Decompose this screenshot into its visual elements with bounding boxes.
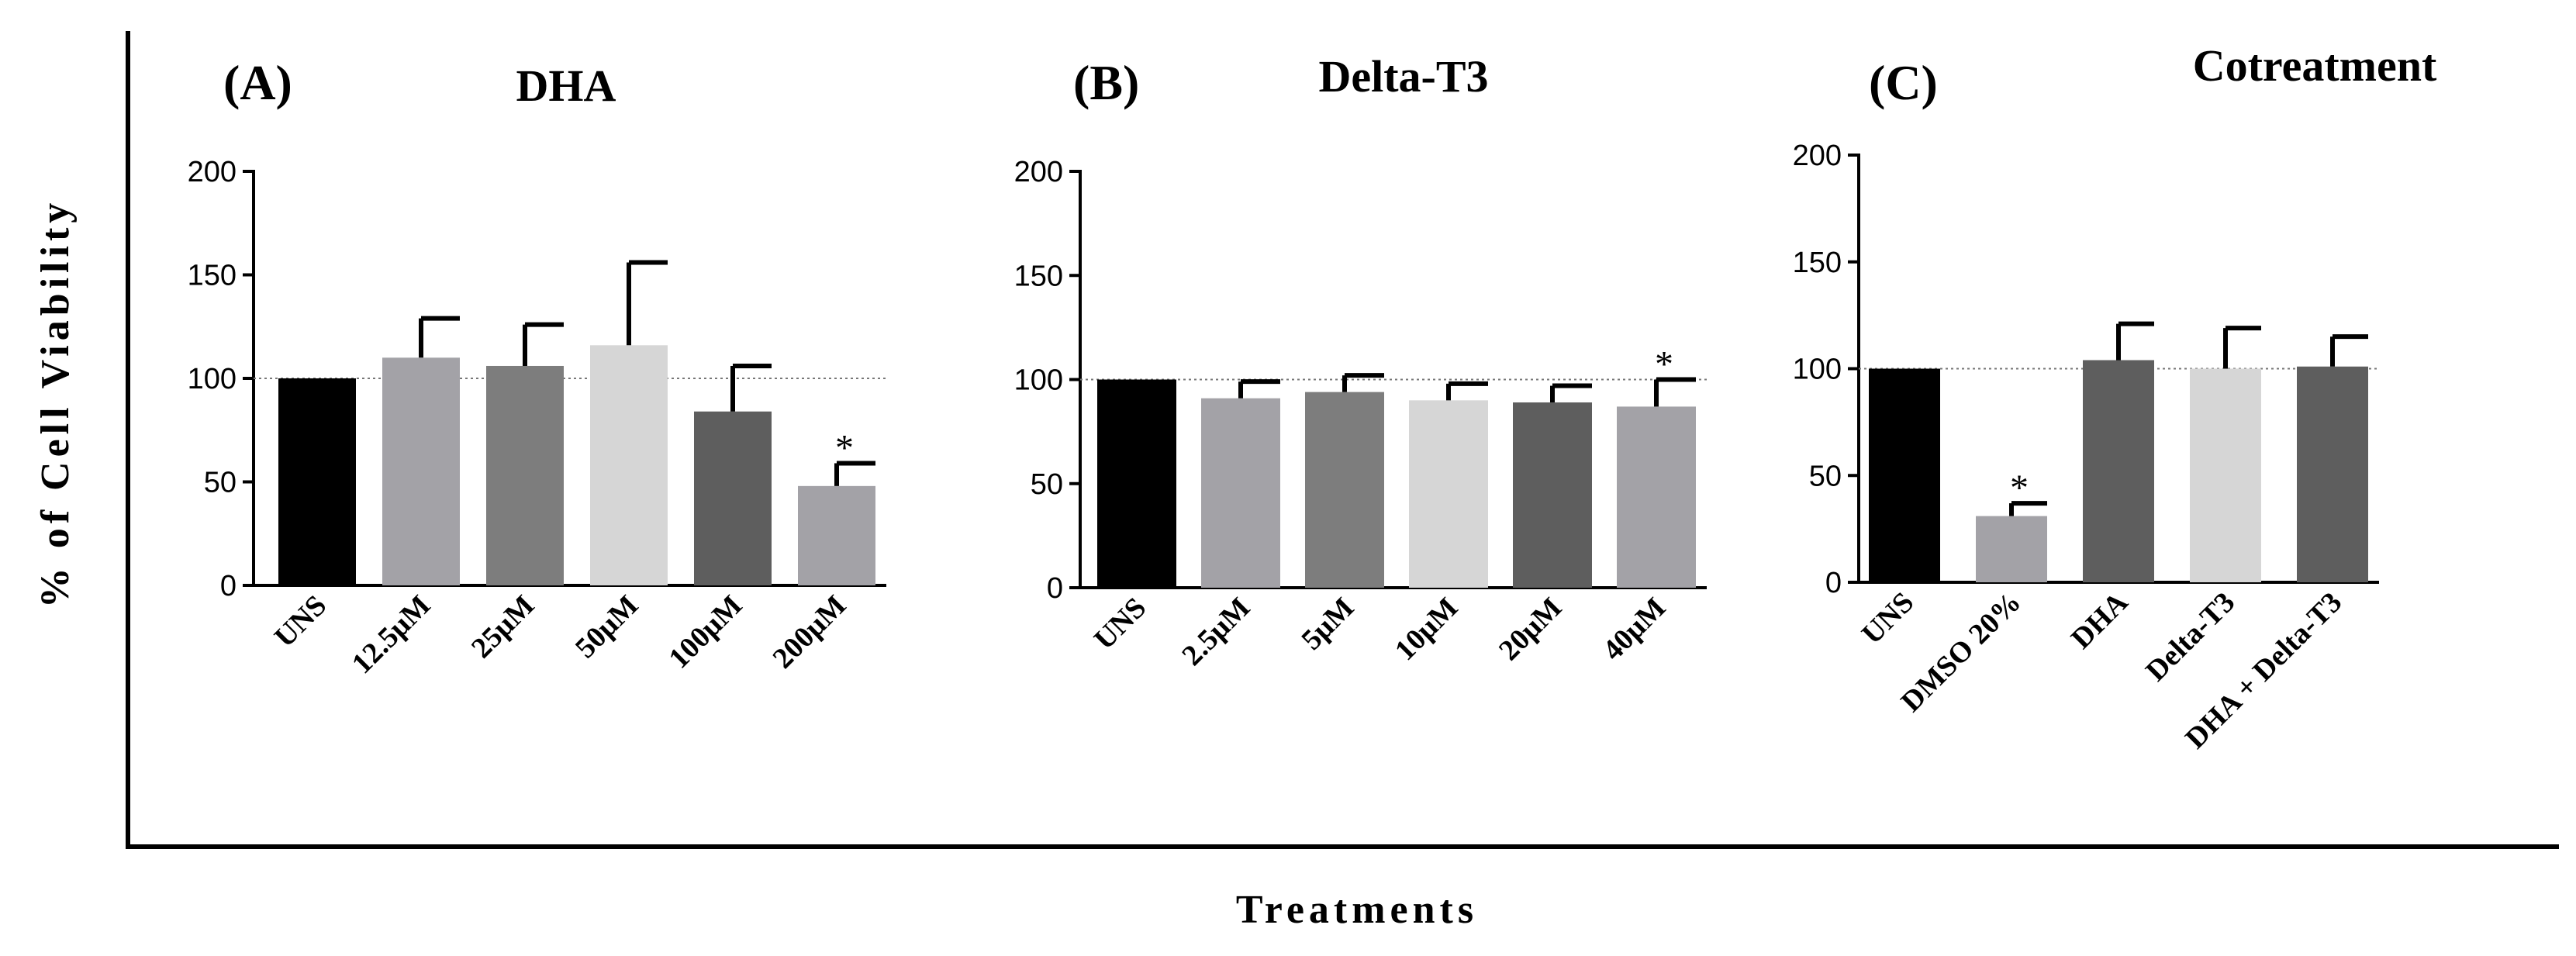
bar: [278, 378, 356, 585]
category-label: 200µM: [767, 589, 853, 675]
bar: [1201, 398, 1280, 588]
y-tick-label: 100: [188, 363, 237, 395]
y-tick-label: 150: [1014, 260, 1063, 292]
category-label: UNS: [1856, 586, 1920, 651]
y-tick-label: 200: [1014, 156, 1063, 188]
panel-title: Delta-T3: [1318, 51, 1488, 102]
category-label: 5µM: [1295, 592, 1360, 657]
y-tick-label: 150: [1793, 247, 1842, 279]
bar: [2083, 360, 2154, 582]
y-axis-title: % of Cell Viability: [33, 198, 78, 609]
panel-letter: (A): [223, 55, 292, 110]
significance-star: *: [1655, 344, 1673, 385]
y-tick-label: 50: [1809, 460, 1842, 492]
bar: [2297, 366, 2368, 582]
bar: [1409, 400, 1488, 588]
category-label: 12.5µM: [346, 589, 437, 681]
bar: [1869, 368, 1940, 582]
category-label: UNS: [1088, 592, 1152, 656]
x-axis-title: Treatments: [1236, 888, 1478, 932]
category-label: UNS: [268, 589, 333, 654]
bar: [1513, 402, 1592, 588]
category-label: 50µM: [569, 589, 644, 664]
category-label: 100µM: [663, 589, 749, 675]
bar: [1097, 379, 1176, 588]
y-tick-label: 200: [188, 156, 237, 188]
category-label: 2.5µM: [1176, 592, 1256, 672]
category-label: 25µM: [465, 589, 540, 664]
bar: [694, 411, 772, 585]
y-tick-label: 0: [1825, 567, 1842, 599]
bar: [2190, 368, 2261, 582]
bar: [590, 345, 668, 585]
category-label: 20µM: [1493, 592, 1568, 667]
y-tick-label: 100: [1014, 364, 1063, 397]
bar: [1976, 516, 2047, 582]
category-label: Delta-T3: [2139, 586, 2241, 688]
category-label: 10µM: [1389, 592, 1464, 667]
panel-title: Cotreatment: [2193, 40, 2437, 91]
bar: [382, 357, 460, 585]
panel-title: DHA: [516, 60, 616, 111]
y-tick-label: 100: [1793, 354, 1842, 386]
category-label: DHA: [2065, 585, 2135, 655]
bar: [1617, 406, 1696, 588]
panel-letter: (C): [1869, 55, 1938, 110]
significance-star: *: [835, 427, 854, 468]
significance-star: *: [2010, 468, 2029, 509]
y-tick-label: 50: [1031, 468, 1063, 501]
y-tick-label: 150: [188, 260, 237, 292]
y-tick-label: 50: [204, 467, 237, 499]
bar: [486, 365, 564, 585]
panel-letter: (B): [1073, 55, 1139, 110]
chart-panel-1: (A) DHA 0 50 100 150 200 UNS 12.5µM 25µM 50µM 100µM…: [188, 55, 886, 680]
chart-panel-2: (B) Delta-T3 0 50 100 150 200 UNS 2.5µM 5µM 10µM 20…: [1014, 51, 1707, 672]
bar: [1305, 392, 1384, 588]
y-tick-label: 200: [1793, 140, 1842, 172]
y-tick-label: 0: [1047, 572, 1063, 605]
category-label: 40µM: [1597, 592, 1672, 667]
y-tick-label: 0: [220, 570, 237, 602]
bar: [798, 485, 875, 585]
